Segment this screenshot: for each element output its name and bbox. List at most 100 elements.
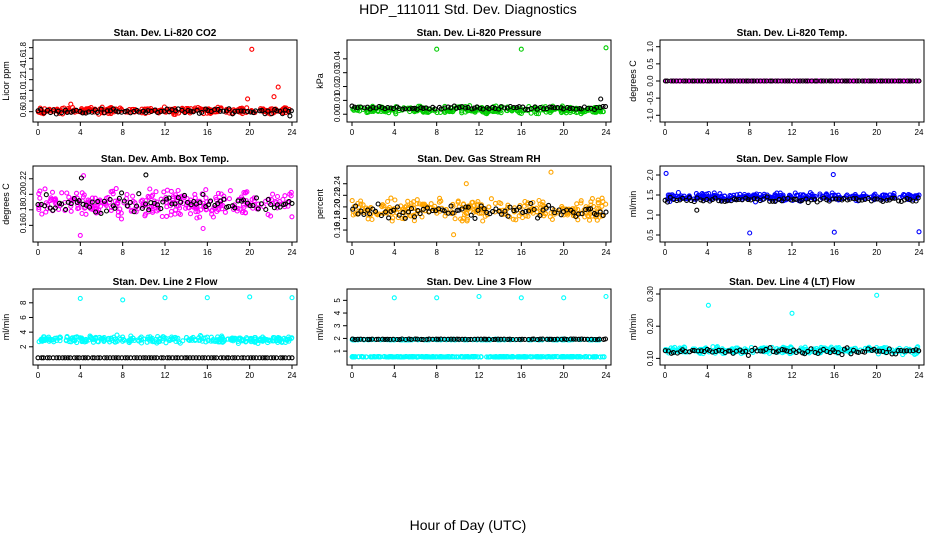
data-point: [235, 340, 241, 347]
data-point: [475, 207, 481, 213]
data-point: [414, 197, 420, 203]
outlier-point: [68, 101, 74, 107]
data-point: [137, 355, 143, 361]
data-point: [711, 190, 717, 196]
data-point: [164, 213, 170, 219]
data-point: [36, 191, 42, 197]
data-point: [454, 336, 460, 342]
y-axis-label: degrees C: [628, 60, 638, 102]
data-point: [145, 334, 151, 340]
data-point: [244, 200, 251, 206]
data-point: [913, 78, 919, 84]
data-point: [667, 194, 673, 200]
data-point: [199, 355, 205, 361]
data-point: [592, 354, 598, 360]
data-point: [528, 200, 534, 206]
data-point: [458, 354, 464, 360]
data-point: [280, 196, 286, 203]
data-point: [110, 355, 116, 361]
data-point: [418, 105, 424, 111]
data-point: [361, 211, 367, 217]
data-point: [197, 200, 203, 206]
data-point: [196, 110, 202, 116]
data-point: [916, 78, 922, 84]
data-point: [214, 201, 221, 207]
data-point: [164, 196, 170, 202]
data-point: [779, 347, 785, 353]
data-point: [514, 207, 520, 213]
panel-title: Stan. Dev. Line 2 Flow: [113, 277, 218, 288]
data-point: [419, 354, 425, 360]
data-point: [531, 206, 537, 213]
data-point: [716, 198, 722, 204]
data-point: [898, 347, 904, 354]
data-point: [87, 333, 93, 339]
data-point: [239, 336, 245, 342]
data-point: [672, 344, 678, 350]
data-point: [469, 106, 475, 112]
data-point: [243, 198, 249, 204]
data-point: [248, 355, 254, 361]
data-point: [718, 193, 724, 199]
data-point: [910, 78, 916, 84]
x-tick-label: 20: [872, 371, 881, 380]
data-point: [103, 208, 110, 214]
data-point: [161, 334, 167, 340]
outlier-point: [831, 229, 837, 235]
data-point: [148, 355, 154, 361]
data-point: [402, 215, 408, 221]
data-point: [168, 212, 174, 218]
data-point: [526, 336, 532, 343]
data-point: [478, 203, 484, 209]
data-point: [102, 201, 108, 207]
data-point: [844, 78, 850, 84]
x-tick-label: 24: [602, 371, 611, 380]
data-point: [485, 109, 491, 115]
data-point: [355, 211, 361, 217]
data-point: [412, 336, 418, 342]
data-point: [220, 108, 227, 114]
data-point: [80, 201, 86, 207]
data-point: [588, 206, 594, 212]
data-point: [600, 103, 606, 110]
data-point: [94, 109, 100, 115]
data-point: [49, 189, 56, 195]
x-tick-label: 16: [830, 371, 839, 380]
data-point: [901, 197, 908, 203]
data-point: [52, 205, 58, 211]
x-tick-label: 8: [434, 248, 439, 257]
data-point: [229, 355, 235, 361]
data-point: [181, 192, 188, 198]
data-point: [593, 212, 599, 218]
data-point: [734, 78, 740, 84]
data-point: [895, 348, 901, 354]
data-point: [574, 354, 580, 360]
data-point: [82, 355, 88, 361]
data-point: [119, 355, 125, 361]
x-tick-label: 0: [663, 128, 668, 137]
y-tick-label: 0.10: [646, 350, 655, 366]
data-point: [547, 336, 553, 342]
data-point: [191, 198, 197, 205]
y-tick-label: 4: [333, 310, 342, 315]
data-point: [130, 193, 136, 199]
data-point: [202, 355, 208, 361]
data-point: [716, 347, 722, 353]
y-tick-label: 0.04: [333, 51, 342, 67]
data-point: [138, 198, 144, 204]
data-point: [200, 191, 206, 198]
data-point: [265, 212, 271, 218]
data-point: [502, 208, 508, 214]
data-point: [286, 336, 293, 342]
data-point: [458, 216, 464, 222]
data-point: [572, 206, 579, 212]
outlier-point: [434, 295, 440, 301]
data-point: [414, 354, 420, 360]
data-point: [477, 105, 483, 111]
data-point: [691, 78, 697, 84]
y-tick-label: 2: [19, 344, 28, 349]
data-point: [229, 335, 235, 341]
data-point: [770, 198, 776, 204]
